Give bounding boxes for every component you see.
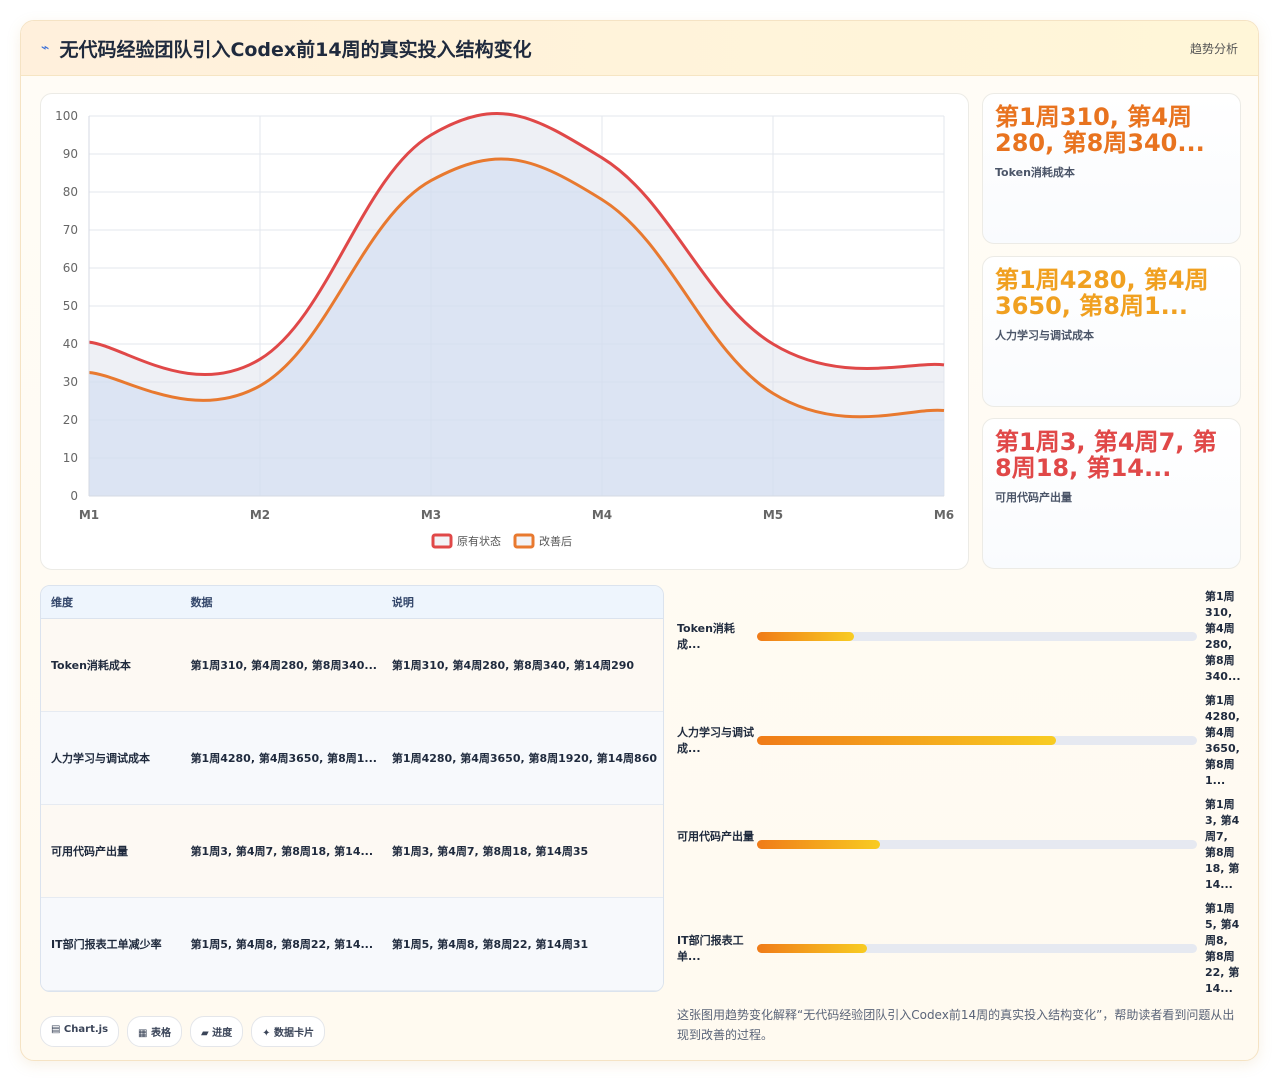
table-row: 人力学习与调试成本 第1周4280, 第4周3650, 第8周1... 第1周428… — [41, 712, 663, 805]
progress-track — [757, 944, 1197, 953]
progress-track — [757, 632, 1197, 641]
progress-row: 人力学习与调试成... 第1周4280, 第4周3650, 第8周1... — [677, 689, 1241, 793]
line — [88, 112, 945, 377]
card-label: 可用代码产出量 — [995, 491, 1072, 504]
legend-label: 改善后 — [539, 534, 572, 548]
table-row: Token消耗成本 第1周310, 第4周280, 第8周340... 第1周310… — [41, 619, 663, 712]
progress-value: 第1周3, 第4周7, 第8周18, 第14... — [1205, 798, 1240, 891]
tag: ✦ 数据卡片 — [251, 1016, 326, 1047]
x-tick-label: M1 — [79, 508, 99, 522]
header-title: 无代码经验团队引入Codex前14周的真实投入结构变化 — [59, 38, 532, 61]
y-tick-label: 20 — [63, 413, 78, 427]
dashboard: ⌁ 无代码经验团队引入Codex前14周的真实投入结构变化 趋势分析 0 10 20… — [20, 20, 1259, 1061]
progress-value: 第1周310, 第4周280, 第8周340... — [1205, 590, 1241, 683]
table-row: 可用代码产出量 第1周3, 第4周7, 第8周18, 第14... 第1周3, 第4… — [41, 805, 663, 898]
cell: 第1周4280, 第4周3650, 第8周1... — [190, 752, 377, 765]
header-cell: 数据 — [190, 596, 213, 609]
card-value: 第1周310, 第4周280, 第8周340... — [995, 103, 1205, 157]
y-tick-label: 0 — [70, 489, 78, 503]
progress-fill — [757, 944, 867, 953]
header-cell: 说明 — [391, 596, 414, 609]
cell: 第1周5, 第4周8, 第8周22, 第14周31 — [391, 938, 589, 951]
y-tick-label: 100 — [55, 109, 78, 123]
progress-value: 第1周5, 第4周8, 第8周22, 第14... — [1205, 902, 1240, 995]
area — [89, 158, 944, 496]
x-tick-label: M2 — [250, 508, 270, 522]
chart-panel: 0 10 20 30 40 50 60 70 80 90 100 M1 M2 M3 M4 M5 M6 原有状态 改善… — [40, 93, 969, 570]
cell: 可用代码产出量 — [51, 845, 128, 858]
y-tick-label: 70 — [63, 223, 78, 237]
card-label: 人力学习与调试成本 — [995, 328, 1094, 342]
cell: 第1周310, 第4周280, 第8周340... — [190, 659, 377, 672]
cell: 第1周5, 第4周8, 第8周22, 第14... — [190, 938, 374, 951]
cell: 第1周3, 第4周7, 第8周18, 第14... — [190, 845, 374, 858]
progress-list: Token消耗成... 第1周310, 第4周280, 第8周340... 人力学习… — [677, 585, 1241, 1001]
y-tick-label: 50 — [63, 299, 78, 313]
stat-card: 第1周3, 第4周7, 第8周18, 第14... 可用代码产出量 — [982, 418, 1241, 569]
stat-card: 第1周310, 第4周280, 第8周340... Token消耗成本 — [982, 93, 1241, 244]
line — [88, 157, 945, 419]
cell: 人力学习与调试成本 — [51, 752, 150, 765]
cell: 第1周310, 第4周280, 第8周340, 第14周290 — [391, 659, 635, 672]
progress-fill — [757, 840, 881, 849]
y-tick-label: 10 — [63, 451, 78, 465]
table-row: IT部门报表工单减少率 第1周5, 第4周8, 第8周22, 第14... 第1周5… — [41, 898, 663, 991]
header-cell: 维度 — [51, 596, 73, 609]
legend-swatch — [431, 533, 453, 549]
progress-fill — [757, 632, 854, 641]
header-icon: ⌁ — [41, 40, 50, 56]
card-label: Token消耗成本 — [995, 166, 1075, 179]
progress-track — [757, 736, 1197, 745]
cell: 第1周3, 第4周7, 第8周18, 第14周35 — [391, 845, 589, 858]
progress-fill — [757, 736, 1057, 745]
legend-swatch — [513, 533, 535, 549]
card-value: 第1周3, 第4周7, 第8周18, 第14... — [995, 428, 1217, 482]
table: 维度 数据 说明 Token消耗成本 第1周310, 第4周280, 第8周340...… — [40, 585, 664, 992]
x-tick-label: M4 — [592, 508, 612, 522]
x-tick-label: M6 — [934, 508, 954, 522]
header-tag: 趋势分析 — [1189, 41, 1238, 56]
y-tick-label: 40 — [63, 337, 78, 351]
y-tick-label: 90 — [63, 147, 78, 161]
progress-label: IT部门报表工单... — [677, 934, 744, 963]
chart: 0 10 20 30 40 50 60 70 80 90 100 M1 M2 M3 M4 M5 M6 原有状态 改善… — [55, 109, 954, 549]
x-tick-label: M3 — [421, 508, 441, 522]
y-tick-label: 80 — [63, 185, 78, 199]
progress-label: Token消耗成... — [677, 622, 735, 651]
cell: Token消耗成本 — [51, 659, 131, 672]
table-header: 维度 数据 说明 — [41, 586, 663, 619]
card-value: 第1周4280, 第4周3650, 第8周1... — [995, 265, 1209, 320]
tag: ▦ 表格 — [127, 1016, 182, 1047]
progress-row: 可用代码产出量 第1周3, 第4周7, 第8周18, 第14... — [677, 793, 1241, 897]
progress-label: 人力学习与调试成... — [677, 726, 754, 755]
cell: IT部门报表工单减少率 — [51, 938, 162, 951]
progress-track — [757, 840, 1197, 849]
tag: ▤ Chart.js — [40, 1016, 120, 1047]
description: 这张图用趋势变化解释“无代码经验团队引入Codex前14周的真实投入结构变化”，… — [677, 1008, 1235, 1042]
progress-row: Token消耗成... 第1周310, 第4周280, 第8周340... — [677, 585, 1241, 689]
x-tick-label: M5 — [763, 508, 783, 522]
y-tick-label: 60 — [63, 261, 78, 275]
y-tick-label: 30 — [63, 375, 78, 389]
header: ⌁ 无代码经验团队引入Codex前14周的真实投入结构变化 趋势分析 — [21, 21, 1258, 76]
progress-row: IT部门报表工单... 第1周5, 第4周8, 第8周22, 第14... — [677, 897, 1241, 1001]
tag: ▰ 进度 — [189, 1016, 244, 1047]
progress-label: 可用代码产出量 — [677, 830, 754, 843]
progress-value: 第1周4280, 第4周3650, 第8周1... — [1205, 694, 1240, 787]
stat-card: 第1周4280, 第4周3650, 第8周1... 人力学习与调试成本 — [982, 255, 1241, 407]
legend-label: 原有状态 — [457, 534, 501, 548]
cell: 第1周4280, 第4周3650, 第8周1920, 第14周860 — [391, 752, 658, 765]
tags: ▤ Chart.js ▦ 表格 ▰ 进度 ✦ 数据卡片 — [40, 1016, 326, 1047]
